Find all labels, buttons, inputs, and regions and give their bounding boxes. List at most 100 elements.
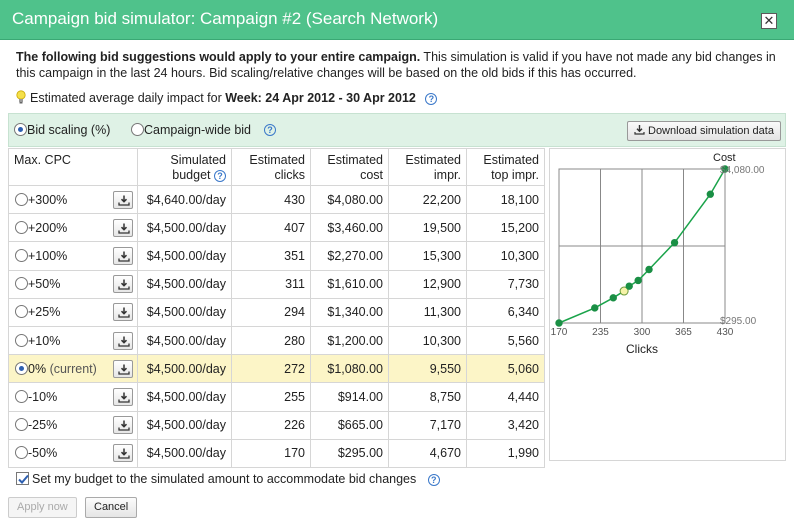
row-download-button[interactable] <box>113 359 133 378</box>
help-icon[interactable]: ? <box>427 474 440 486</box>
help-icon[interactable]: ? <box>425 93 438 105</box>
cpc-cell[interactable]: +300% <box>8 184 108 215</box>
cost-cell: $4,080.00 <box>310 184 389 215</box>
radio-icon[interactable] <box>15 277 28 291</box>
cpc-cell[interactable]: +50% <box>8 269 108 299</box>
table-row[interactable]: +200% $4,500.00/day 407 $3,460.00 19,500 15,… <box>8 213 545 243</box>
top-impr-cell: 18,100 <box>466 184 545 215</box>
table-row[interactable]: +10% $4,500.00/day 280 $1,200.00 10,300 5,56… <box>8 325 545 356</box>
radio-icon[interactable] <box>15 248 28 262</box>
intro-bold: The following bid suggestions would appl… <box>16 50 421 64</box>
row-download-button[interactable] <box>113 190 133 209</box>
download-icon <box>118 336 130 347</box>
top-impr-cell: 5,560 <box>466 325 545 356</box>
table-header-row: Max. CPC Simulated budget ? Estimated cl… <box>8 148 545 186</box>
clicks-cell: 430 <box>231 184 311 215</box>
row-download-button[interactable] <box>113 246 133 265</box>
top-impr-cell: 10,300 <box>466 241 545 271</box>
option-campaign-wide-bid[interactable]: Campaign-wide bid <box>131 123 251 137</box>
row-download-button[interactable] <box>113 387 133 406</box>
row-download-button[interactable] <box>113 218 133 237</box>
clicks-cell: 170 <box>231 438 311 468</box>
top-impr-cell: 6,340 <box>466 297 545 327</box>
budget-cell: $4,500.00/day <box>137 410 232 440</box>
top-impr-cell: 15,200 <box>466 213 545 243</box>
cost-cell: $1,610.00 <box>310 269 389 299</box>
clicks-cell: 294 <box>231 297 311 327</box>
top-impr-cell: 4,440 <box>466 382 545 412</box>
cpc-value: +300% <box>28 192 68 207</box>
radio-icon[interactable] <box>15 418 28 432</box>
impr-cell: 11,300 <box>388 297 467 327</box>
table-row[interactable]: -50% $4,500.00/day 170 $295.00 4,670 1,990 <box>8 438 545 468</box>
header-line: budget <box>172 168 211 182</box>
radio-icon[interactable] <box>15 389 28 403</box>
option-bid-scaling[interactable]: Bid scaling (%) <box>14 123 110 137</box>
cancel-button[interactable]: Cancel <box>85 497 138 518</box>
data-point <box>670 238 679 247</box>
row-download-cell <box>108 325 138 356</box>
row-download-button[interactable] <box>113 416 133 435</box>
cpc-value: +100% <box>28 248 68 263</box>
cost-cell: $1,340.00 <box>310 297 389 327</box>
impact-line: Estimated average daily impact for Week:… <box>16 90 438 105</box>
data-point <box>591 304 599 312</box>
budget-cell: $4,500.00/day <box>137 213 232 243</box>
help-icon[interactable]: ? <box>264 124 276 136</box>
radio-icon[interactable] <box>15 305 28 319</box>
download-simulation-button[interactable]: Download simulation data <box>627 121 781 141</box>
data-point <box>706 190 715 198</box>
x-tick-label: 170 <box>551 327 568 338</box>
table-row[interactable]: -25% $4,500.00/day 226 $665.00 7,170 3,420 <box>8 410 545 440</box>
table-row[interactable]: +100% $4,500.00/day 351 $2,270.00 15,300 10,… <box>8 241 545 271</box>
row-download-cell <box>108 297 138 327</box>
clicks-cell: 255 <box>231 382 311 412</box>
clicks-cell: 226 <box>231 410 311 440</box>
table-row[interactable]: +300% $4,640.00/day 430 $4,080.00 22,200 18,… <box>8 184 545 215</box>
row-download-button[interactable] <box>113 444 133 463</box>
intro-rest: This simulation is valid if you have not… <box>16 50 776 80</box>
header-line: impr. <box>433 168 461 182</box>
cpc-cell[interactable]: 0% (current) <box>8 354 108 384</box>
radio-icon[interactable] <box>15 333 28 347</box>
download-icon <box>118 251 130 262</box>
table-row[interactable]: +50% $4,500.00/day 311 $1,610.00 12,900 7,73… <box>8 269 545 299</box>
close-button[interactable]: ✕ <box>761 13 777 29</box>
radio-icon[interactable] <box>15 361 28 375</box>
help-icon[interactable]: ? <box>214 170 226 182</box>
row-download-button[interactable] <box>113 275 133 294</box>
row-download-button[interactable] <box>113 331 133 350</box>
table-row[interactable]: -10% $4,500.00/day 255 $914.00 8,750 4,440 <box>8 382 545 412</box>
table-row[interactable]: 0% (current) $4,500.00/day 272 $1,080.00 9,5… <box>8 354 545 384</box>
cpc-cell[interactable]: -10% <box>8 382 108 412</box>
cost-cell: $1,200.00 <box>310 325 389 356</box>
row-download-button[interactable] <box>113 303 133 322</box>
row-download-cell <box>108 213 138 243</box>
cost-cell: $1,080.00 <box>310 354 389 384</box>
row-download-cell <box>108 269 138 299</box>
apply-now-button[interactable]: Apply now <box>8 497 77 518</box>
cpc-value: -25% <box>28 418 58 433</box>
checkbox-icon[interactable] <box>16 472 29 485</box>
cpc-cell[interactable]: +200% <box>8 213 108 243</box>
cpc-cell[interactable]: +100% <box>8 241 108 271</box>
radio-icon[interactable] <box>15 220 28 234</box>
cost-cell: $665.00 <box>310 410 389 440</box>
impr-cell: 8,750 <box>388 382 467 412</box>
clicks-cell: 272 <box>231 354 311 384</box>
cpc-cell[interactable]: +25% <box>8 297 108 327</box>
table-row[interactable]: +25% $4,500.00/day 294 $1,340.00 11,300 6,34… <box>8 297 545 327</box>
budget-cell: $4,500.00/day <box>137 382 232 412</box>
clicks-cell: 280 <box>231 325 311 356</box>
radio-icon[interactable] <box>15 192 28 206</box>
download-icon <box>118 223 130 234</box>
cpc-cell[interactable]: +10% <box>8 325 108 356</box>
radio-icon[interactable] <box>15 446 28 460</box>
cpc-cell[interactable]: -50% <box>8 438 108 468</box>
cpc-cell[interactable]: -25% <box>8 410 108 440</box>
budget-checkbox-row[interactable]: Set my budget to the simulated amount to… <box>16 472 440 486</box>
impr-cell: 22,200 <box>388 184 467 215</box>
row-download-cell <box>108 438 138 468</box>
download-icon <box>118 448 130 459</box>
